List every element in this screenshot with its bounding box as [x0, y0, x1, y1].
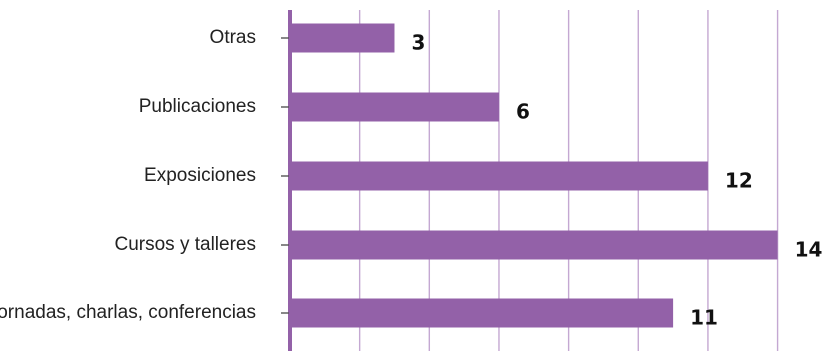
category-label-3: Cursos y talleres	[115, 234, 257, 255]
y-axis-ticks	[281, 37, 289, 314]
value-label-4: 11	[690, 306, 718, 330]
category-label-1: Publicaciones	[139, 96, 256, 117]
bar-4	[290, 298, 674, 328]
category-label-4: Jornadas, charlas, conferencias	[0, 302, 256, 323]
category-labels: Otras Publicaciones Exposiciones Cursos y t…	[0, 27, 256, 323]
value-label-3: 14	[795, 238, 823, 262]
bar-1	[290, 92, 499, 122]
bar-0	[290, 23, 395, 53]
value-label-2: 12	[725, 169, 753, 193]
value-label-0: 3	[411, 31, 425, 55]
category-label-2: Exposiciones	[144, 165, 256, 186]
category-label-0: Otras	[210, 27, 256, 48]
bar-3	[290, 230, 778, 260]
value-label-1: 6	[516, 100, 530, 124]
bar-2	[290, 161, 708, 191]
value-labels: 3 6 12 14 11	[411, 31, 822, 330]
bars	[290, 23, 778, 328]
